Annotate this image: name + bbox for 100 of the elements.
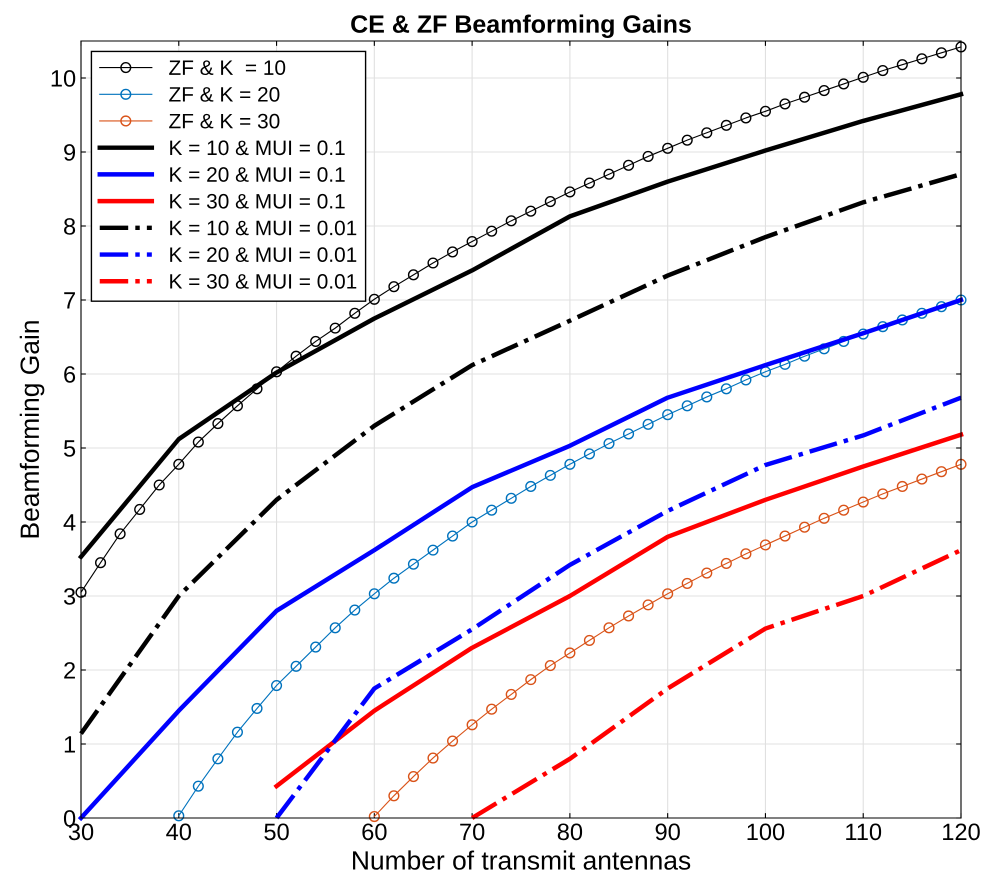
point <box>486 504 498 516</box>
point <box>818 85 830 96</box>
point <box>310 642 322 653</box>
point <box>955 458 967 470</box>
point <box>584 634 595 646</box>
point <box>134 504 146 515</box>
point <box>212 753 224 764</box>
point <box>388 572 400 584</box>
point <box>251 383 263 394</box>
point <box>408 771 419 782</box>
y-tick-label: 8 <box>64 218 76 235</box>
point <box>466 719 478 730</box>
point <box>447 530 458 542</box>
point <box>388 281 400 292</box>
legend-label: K = 10 & MUI = 0.1 <box>170 140 345 156</box>
point <box>623 428 634 440</box>
legend-label: K = 10 & MUI = 0.01 <box>170 220 356 236</box>
point <box>75 586 87 598</box>
x-axis-title: Number of transmit antennas <box>353 850 690 870</box>
point <box>154 479 165 491</box>
point <box>642 150 654 162</box>
line-series <box>274 432 964 788</box>
point <box>877 321 888 332</box>
point <box>584 448 595 460</box>
point <box>388 790 400 802</box>
point <box>544 470 556 481</box>
point <box>720 558 732 569</box>
point <box>936 301 947 312</box>
y-tick-label: 4 <box>64 514 76 531</box>
point <box>701 127 712 138</box>
point <box>642 599 654 610</box>
legend-label: K = 30 & MUI = 0.01 <box>170 274 356 289</box>
point <box>95 557 106 568</box>
point <box>192 780 204 792</box>
point <box>506 492 517 504</box>
point <box>720 120 732 131</box>
point <box>506 688 517 700</box>
point <box>877 65 888 76</box>
point <box>330 322 341 334</box>
point <box>368 810 380 822</box>
point <box>936 466 947 478</box>
point <box>623 160 634 171</box>
x-tick-label: 60 <box>362 823 387 840</box>
point <box>936 47 947 58</box>
point <box>408 269 419 280</box>
point <box>858 72 869 83</box>
point <box>955 41 967 52</box>
point <box>564 186 576 198</box>
point <box>720 383 732 394</box>
point <box>779 530 791 542</box>
point <box>525 674 536 686</box>
x-tick-label: 50 <box>264 823 289 840</box>
point <box>955 294 967 306</box>
point <box>779 98 791 110</box>
point <box>447 246 458 258</box>
point <box>525 206 536 217</box>
x-tick-label: 100 <box>748 823 784 840</box>
point <box>760 366 771 378</box>
point <box>818 512 830 524</box>
point <box>838 504 850 516</box>
y-tick-label: 6 <box>64 366 76 383</box>
point <box>916 474 928 485</box>
point <box>877 488 888 500</box>
point <box>603 438 615 450</box>
chart-title: CE & ZF Beamforming Gains <box>351 14 691 38</box>
y-tick-label: 9 <box>64 144 76 161</box>
point <box>916 53 928 64</box>
point <box>349 308 360 319</box>
point <box>740 374 752 386</box>
point <box>662 142 674 154</box>
point <box>799 92 810 103</box>
point <box>232 400 243 412</box>
y-tick-label: 1 <box>64 736 75 753</box>
point <box>701 391 712 402</box>
point <box>368 588 380 600</box>
point <box>544 196 556 208</box>
point <box>349 604 360 616</box>
legend-label: ZF & K = 20 <box>169 87 280 102</box>
y-tick-label: 7 <box>64 292 75 309</box>
point <box>330 622 341 634</box>
point <box>251 702 263 714</box>
point <box>896 314 908 326</box>
x-tick-label: 110 <box>846 823 882 840</box>
point <box>564 647 576 659</box>
point <box>506 215 517 226</box>
point <box>271 680 282 692</box>
point <box>427 752 439 764</box>
point <box>173 458 184 470</box>
point <box>682 400 693 412</box>
point <box>682 578 693 589</box>
point <box>642 418 654 430</box>
point <box>544 660 556 672</box>
point <box>662 409 674 420</box>
point <box>427 544 439 556</box>
point <box>701 568 712 579</box>
point <box>564 458 576 470</box>
point <box>896 480 908 492</box>
point <box>192 436 204 448</box>
point <box>740 112 752 124</box>
legend-label: ZF & K = 10 <box>169 60 286 76</box>
